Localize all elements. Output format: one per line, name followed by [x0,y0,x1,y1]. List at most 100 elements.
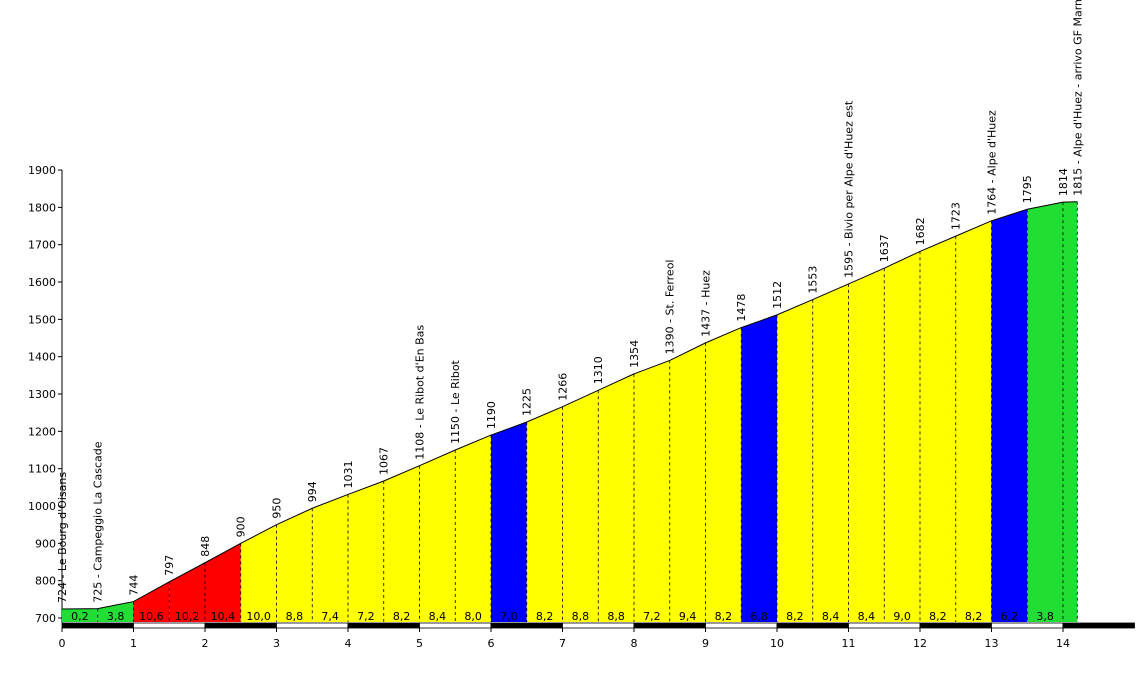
segment-gradient-label: 6,8 [750,610,768,623]
y-tick-label: 1200 [28,425,56,438]
y-tick-label: 1400 [28,351,56,364]
point-elevation-label: 950 [271,498,284,519]
point-elevation-label: 1723 [950,202,963,230]
segment-gradient-label: 3,8 [1036,610,1054,623]
point-elevation-label: 1595 - Bivio per Alpe d'Huez est [843,100,856,278]
km-band [776,622,849,629]
profile-segment [383,465,420,622]
x-tick-label: 8 [631,637,638,650]
profile-segment [133,581,170,622]
profile-segment [205,543,241,622]
y-tick-label: 1900 [28,164,56,177]
segment-gradient-label: 8,4 [822,610,840,623]
point-elevation-label: 1390 - St. Ferreol [664,260,677,355]
point-elevation-label: 744 [128,575,141,596]
x-tick-label: 10 [770,637,784,650]
profile-segment [669,342,706,622]
segment-gradient-label: 8,8 [607,610,625,623]
km-band [204,622,277,629]
point-elevation-label: 1266 [557,373,570,401]
km-band [633,622,706,629]
y-tick-label: 1000 [28,500,56,513]
point-elevation-label: 797 [163,555,176,576]
point-elevation-label: 1067 [378,447,391,475]
y-tick-label: 1600 [28,276,56,289]
segment-gradient-label: 8,2 [393,610,411,623]
profile-segment [1063,201,1078,622]
segment-gradient-label: 10,6 [139,610,164,623]
segment-gradient-label: 8,8 [286,610,304,623]
x-tick-label: 14 [1056,637,1070,650]
profile-segment [955,220,992,622]
segment-gradient-label: 0,2 [71,610,89,623]
y-tick-label: 700 [35,612,56,625]
profile-segment [777,299,813,622]
point-elevation-label: 1310 [592,356,605,384]
profile-segment [920,236,956,622]
point-elevation-label: 1553 [807,266,820,294]
segment-gradient-label: 7,0 [500,610,518,623]
x-tick-label: 4 [345,637,352,650]
profile-segment [419,450,456,622]
segment-gradient-label: 8,0 [464,610,482,623]
point-elevation-label: 1354 [628,340,641,368]
point-elevation-label: 1682 [914,217,927,245]
km-band [1062,622,1135,629]
point-elevation-label: 1108 - Le Ribot d'En Bas [414,325,427,460]
profile-segment [848,268,885,622]
profile-segment [348,480,384,622]
point-elevation-label: 1150 - Le Ribot [449,359,462,444]
profile-segment [455,435,491,622]
profile-segment [491,422,527,622]
km-band [347,622,420,629]
profile-segment [884,251,920,622]
point-elevation-label: 848 [199,536,212,557]
point-elevation-label: 1478 [735,294,748,322]
segment-gradient-label: 3,8 [107,610,125,623]
point-elevation-label: 1764 - Alpe d'Huez [986,110,999,215]
x-tick-label: 2 [202,637,209,650]
segment-gradient-label: 8,4 [429,610,447,623]
point-elevation-label: 1637 [878,234,891,262]
profile-segment [705,327,742,622]
y-tick-label: 1700 [28,239,56,252]
segment-gradient-label: 10,2 [175,610,200,623]
point-elevation-label: 1437 - Huez [700,270,713,337]
point-elevation-label: 1815 - Alpe d'Huez - arrivo GF Marmott [1071,0,1084,196]
y-tick-label: 1100 [28,463,56,476]
segment-gradient-label: 8,2 [536,610,554,623]
profile-segment [312,494,348,622]
point-elevation-label: 1512 [771,281,784,309]
km-band [419,622,492,629]
profile-segment [1027,202,1063,622]
segment-gradient-label: 6,2 [1001,610,1019,623]
x-tick-label: 3 [273,637,280,650]
segment-gradient-label: 7,4 [321,610,339,623]
segment-gradient-label: 9,4 [679,610,697,623]
km-band [991,622,1064,629]
point-elevation-label: 1814 [1057,168,1070,196]
x-tick-label: 0 [59,637,66,650]
segment-gradient-label: 10,0 [246,610,271,623]
km-band [562,622,635,629]
km-band [705,622,778,629]
segment-gradient-label: 8,2 [715,610,733,623]
y-tick-label: 1500 [28,313,56,326]
km-band [276,622,349,629]
profile-segment [741,314,777,622]
segment-gradient-label: 9,0 [893,610,911,623]
x-tick-label: 11 [842,637,856,650]
profile-line [61,201,1078,610]
y-tick-label: 800 [35,575,56,588]
km-band [133,622,206,629]
segment-gradient-label: 8,2 [929,610,947,623]
segment-gradient-label: 7,2 [643,610,661,623]
segment-gradient-label: 10,4 [211,610,236,623]
profile-segment [562,390,599,622]
point-elevation-label: 900 [235,516,248,537]
x-tick-label: 6 [488,637,495,650]
km-band [61,622,134,629]
profile-segment [598,373,634,622]
y-tick-label: 900 [35,537,56,550]
